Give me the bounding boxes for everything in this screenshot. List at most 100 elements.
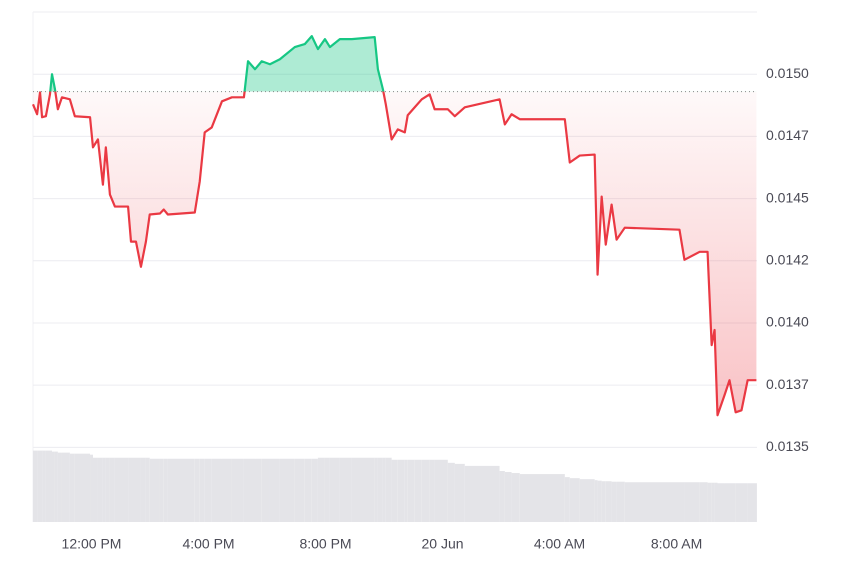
volume-bar <box>221 458 232 522</box>
volume-bar <box>684 482 700 522</box>
volume-bar <box>130 457 136 522</box>
volume-bar <box>447 462 455 522</box>
volume-bar <box>747 483 757 522</box>
volume-bar <box>311 458 318 522</box>
volume-bar <box>624 482 680 522</box>
volume-bar <box>339 457 352 522</box>
volume-bar <box>37 450 41 522</box>
volume-bar <box>724 483 730 522</box>
volume-bar <box>74 453 91 522</box>
volume-bar <box>167 458 195 522</box>
area-up <box>50 36 384 92</box>
volume-bar <box>374 457 378 522</box>
volume-bar <box>97 457 103 522</box>
volume-bar <box>504 472 512 522</box>
volume-bar <box>714 482 718 522</box>
volume-bar <box>594 480 598 522</box>
volume-bar <box>135 457 141 522</box>
volume-bar <box>711 482 715 522</box>
y-tick-label: 0.0147 <box>766 127 809 143</box>
volume-bar <box>294 458 305 522</box>
x-tick-label: 4:00 PM <box>182 536 234 552</box>
y-tick-label: 0.0150 <box>766 65 809 81</box>
volume-bar <box>199 458 205 522</box>
volume-bar <box>52 451 55 522</box>
volume-bar <box>699 482 708 522</box>
volume-bar <box>194 458 200 522</box>
x-tick-label: 4:00 AM <box>534 536 585 552</box>
area-down <box>33 91 757 416</box>
volume-bar <box>102 457 106 522</box>
volume-bar <box>243 458 249 522</box>
volume-bar <box>519 474 565 522</box>
volume-bar <box>231 458 244 522</box>
volume-bar <box>90 454 93 522</box>
volume-bar <box>391 459 398 522</box>
volume-bar <box>61 452 70 522</box>
volume-bar <box>45 450 50 522</box>
x-tick-label: 20 Jun <box>422 536 464 552</box>
volume-bar <box>42 450 46 522</box>
volume-bar <box>707 482 712 522</box>
volume-bar <box>149 458 160 522</box>
volume-bar <box>601 481 606 522</box>
x-tick-label: 8:00 PM <box>299 536 351 552</box>
volume-bar <box>128 457 131 522</box>
volume-bar <box>248 458 256 522</box>
volume-bar <box>679 482 685 522</box>
y-tick-label: 0.0145 <box>766 189 809 205</box>
volume-bar <box>729 483 736 522</box>
volume-bar <box>434 459 448 522</box>
volume-bar <box>382 457 386 522</box>
volume-bar <box>605 481 612 522</box>
volume-bar <box>145 457 150 522</box>
volume-bar <box>421 459 430 522</box>
volume-bar <box>454 463 465 522</box>
volume-bar <box>269 458 280 522</box>
volume-bar <box>351 457 375 522</box>
volume-bar <box>616 481 625 522</box>
volume-bar <box>611 481 617 522</box>
volume-bar <box>159 458 164 522</box>
volume-bar <box>579 479 595 522</box>
volume-bar <box>397 459 405 522</box>
volume-bar <box>324 457 330 522</box>
volume-bar <box>140 457 146 522</box>
volume-bar <box>329 457 340 522</box>
volume-bar <box>114 457 129 522</box>
volume-bar <box>756 483 757 522</box>
volume-bar <box>377 457 383 522</box>
volume-bar <box>109 457 115 522</box>
y-tick-label: 0.0140 <box>766 314 809 330</box>
volume-bar <box>569 478 580 522</box>
volume-bar <box>385 457 392 522</box>
volume-bar <box>211 458 222 522</box>
volume-bar <box>261 458 270 522</box>
y-tick-label: 0.0137 <box>766 376 809 392</box>
volume-bar <box>49 450 53 522</box>
volume-bar <box>414 459 422 522</box>
volume-bar <box>511 473 520 522</box>
volume-bar <box>407 459 415 522</box>
volume-bar <box>741 483 748 522</box>
x-tick-label: 8:00 AM <box>651 536 702 552</box>
volume-bar <box>54 451 58 522</box>
volume-bar <box>429 459 435 522</box>
volume-bar <box>404 459 408 522</box>
volume-bar <box>279 458 295 522</box>
volume-bar <box>69 453 75 522</box>
volume-bar <box>735 483 742 522</box>
volume-bar <box>499 471 505 522</box>
y-tick-label: 0.0135 <box>766 438 809 454</box>
volume-bar <box>564 477 570 522</box>
volume-bar <box>92 457 98 522</box>
volume-bar <box>204 458 212 522</box>
volume-bar <box>464 465 500 522</box>
volume-bar <box>317 457 325 522</box>
volume-bar <box>33 450 38 522</box>
volume-bar <box>57 452 62 522</box>
volume-bar <box>163 458 168 522</box>
volume-bar <box>597 480 602 522</box>
volume-bar <box>255 458 262 522</box>
